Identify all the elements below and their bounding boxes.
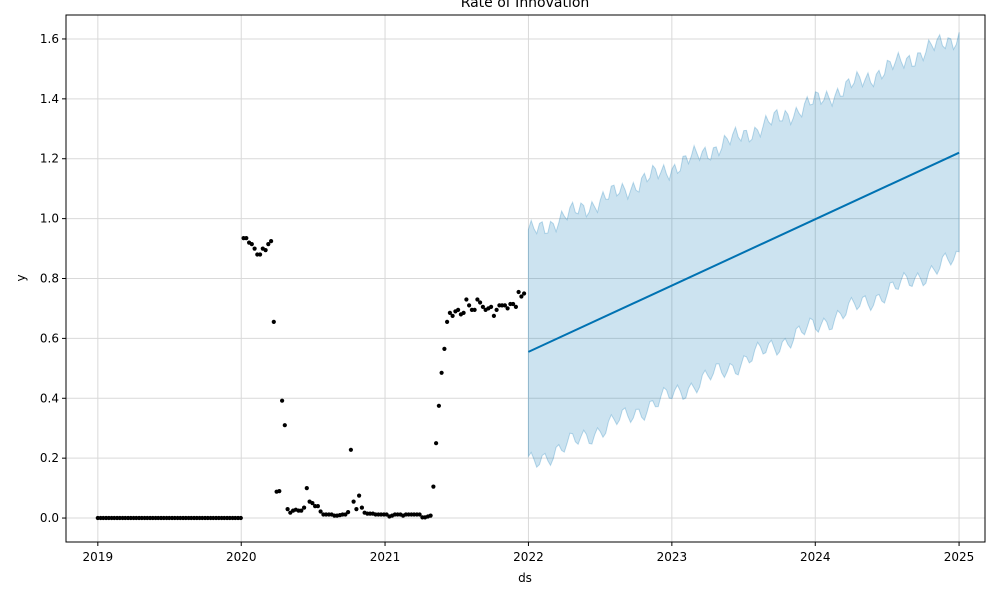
forecast-line-layer [527, 151, 960, 353]
observed-point [417, 512, 422, 517]
y-tick-label: 0.2 [40, 451, 59, 465]
observed-point [346, 509, 351, 515]
observed-point [271, 319, 276, 324]
forecast-line [527, 151, 960, 353]
observed-point [516, 289, 521, 295]
x-axis-label: ds [518, 571, 532, 585]
observed-points-layer [95, 236, 527, 521]
observed-point [447, 310, 452, 315]
chart-title: Rate of Innovation [461, 0, 590, 11]
observed-point [266, 242, 271, 247]
x-tick-label: 2024 [800, 550, 831, 564]
x-axis-ticks: 2019 2020 2021 2022 2023 2024 2025 [83, 542, 975, 564]
y-tick-label: 0.6 [40, 331, 59, 345]
y-axis-ticks: 0.0 0.2 0.4 0.6 0.8 1.0 1.2 1.4 1.6 [40, 32, 66, 525]
x-tick-label: 2019 [83, 550, 114, 564]
observed-point [244, 236, 249, 241]
observed-point [315, 504, 320, 509]
observed-point [318, 509, 323, 514]
observed-point [513, 304, 519, 309]
observed-point [258, 252, 263, 257]
observed-point [450, 313, 455, 318]
uncertainty-band [527, 32, 960, 469]
observed-point [351, 499, 356, 504]
observed-point [436, 403, 441, 408]
y-tick-label: 1.6 [40, 32, 59, 46]
x-tick-label: 2025 [944, 550, 975, 564]
observed-point [238, 515, 243, 521]
y-tick-label: 0.4 [40, 391, 59, 405]
observed-point [502, 303, 507, 308]
observed-point [505, 306, 510, 311]
observed-point [263, 248, 268, 253]
observed-point [354, 507, 359, 512]
observed-point [519, 294, 524, 299]
observed-point [494, 307, 499, 312]
observed-point [343, 512, 348, 517]
observed-point [489, 304, 494, 309]
observed-point [456, 307, 461, 312]
observed-point [304, 486, 309, 491]
observed-point [461, 310, 466, 315]
observed-point [472, 307, 477, 312]
observed-point [269, 239, 274, 244]
x-tick-label: 2023 [657, 550, 688, 564]
y-tick-label: 1.4 [40, 92, 59, 106]
observed-point [434, 441, 439, 446]
observed-point [439, 370, 444, 375]
y-axis-label: y [14, 274, 28, 281]
observed-point [478, 300, 483, 305]
x-tick-label: 2020 [226, 550, 257, 564]
observed-point [280, 398, 285, 403]
observed-point [428, 513, 433, 518]
y-tick-label: 1.0 [40, 212, 59, 226]
observed-point [252, 246, 257, 251]
observed-point [282, 423, 287, 428]
observed-point [522, 291, 527, 296]
observed-point [249, 242, 254, 247]
observed-point [445, 319, 450, 324]
observed-point [491, 313, 496, 318]
y-tick-label: 0.8 [40, 272, 59, 286]
y-tick-label: 0.0 [40, 511, 59, 525]
observed-point [285, 507, 290, 512]
observed-point [475, 297, 480, 302]
observed-point [310, 501, 315, 506]
observed-point [359, 505, 364, 510]
observed-point [431, 484, 436, 489]
observed-point [357, 493, 362, 498]
observed-point [302, 505, 307, 510]
y-tick-label: 1.2 [40, 152, 59, 166]
observed-point [348, 447, 353, 452]
observed-point [464, 297, 469, 302]
uncertainty-band-layer [527, 32, 960, 469]
x-tick-label: 2022 [513, 550, 544, 564]
observed-point [480, 304, 485, 309]
observed-point [442, 346, 447, 351]
observed-point [510, 301, 516, 307]
observed-point [277, 489, 282, 494]
x-tick-label: 2021 [370, 550, 401, 564]
observed-point [467, 303, 472, 308]
observed-point [299, 508, 304, 513]
